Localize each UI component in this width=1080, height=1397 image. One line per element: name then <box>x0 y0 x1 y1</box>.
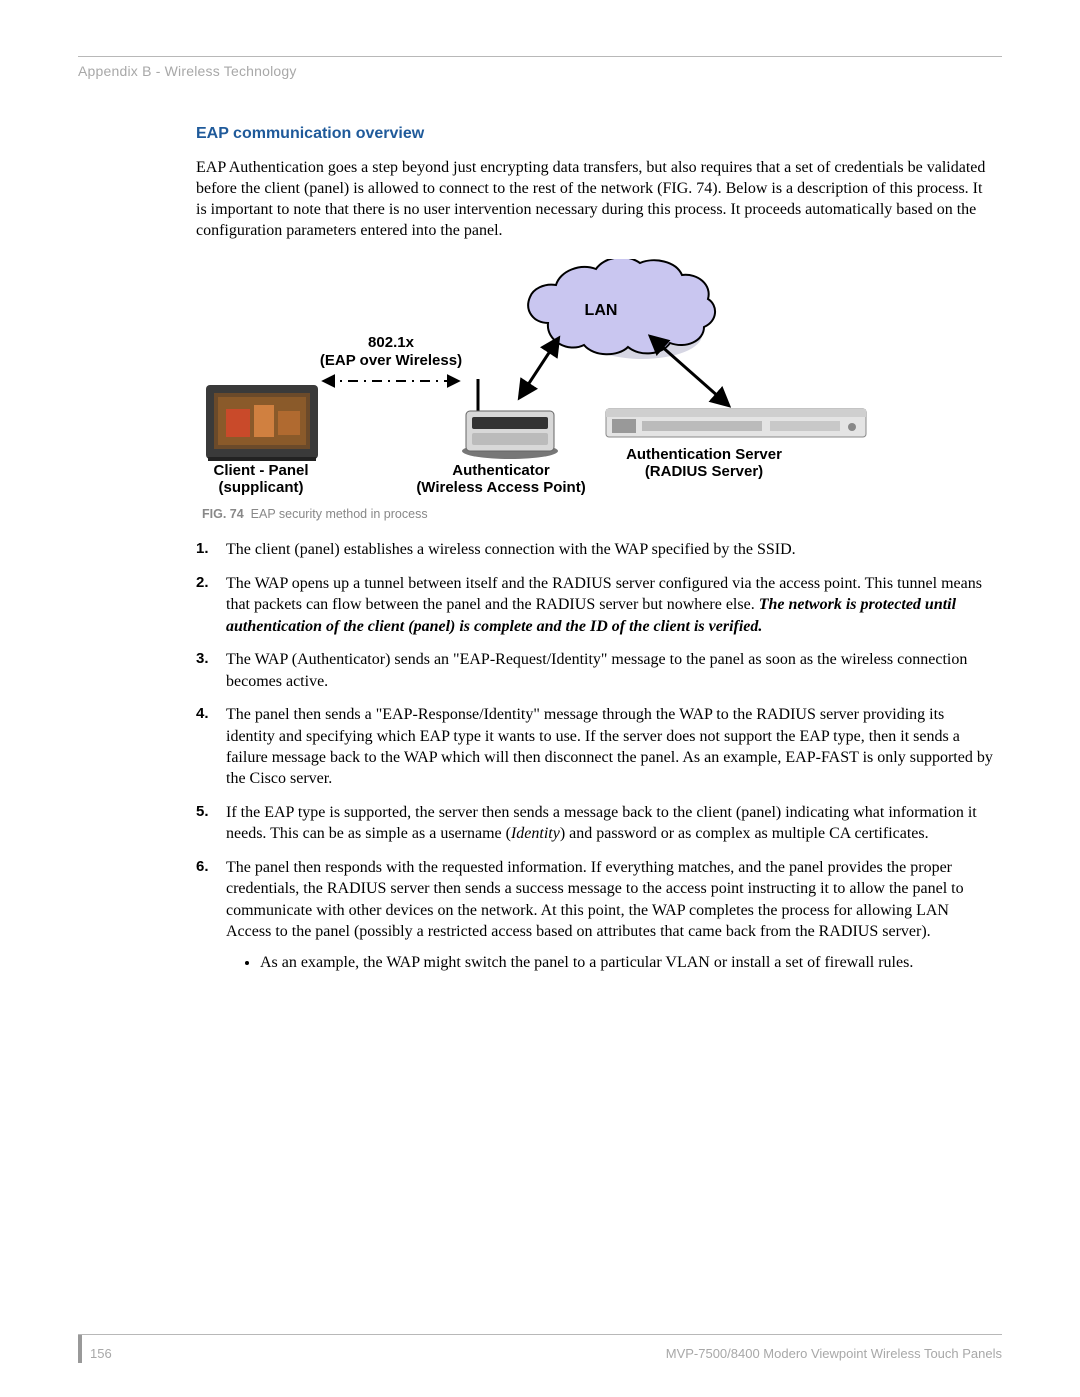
step-subitem: As an example, the WAP might switch the … <box>260 952 994 973</box>
step-item: 2. The WAP opens up a tunnel between itse… <box>196 573 994 637</box>
figure-caption: FIG. 74 EAP security method in process <box>202 507 994 521</box>
top-rule <box>78 56 1002 57</box>
page-bar <box>78 1335 82 1363</box>
svg-text:Authentication Server: Authentication Server <box>626 446 782 463</box>
step-item: 3. The WAP (Authenticator) sends an "EAP-… <box>196 649 994 692</box>
lan-label: LAN <box>585 302 618 319</box>
step-item: 6. The panel then responds with the reque… <box>196 857 994 974</box>
step-sublist: As an example, the WAP might switch the … <box>260 952 994 973</box>
appendix-header: Appendix B - Wireless Technology <box>78 63 1002 79</box>
svg-text:(Wireless Access Point): (Wireless Access Point) <box>416 479 585 496</box>
radius-server-device <box>606 409 866 437</box>
step-item: 5. If the EAP type is supported, the serv… <box>196 802 994 845</box>
authenticator-label: Authenticator (Wireless Access Point) <box>416 462 585 496</box>
intro-paragraph: EAP Authentication goes a step beyond ju… <box>196 157 994 241</box>
svg-text:Authenticator: Authenticator <box>452 462 550 479</box>
svg-text:(EAP over Wireless): (EAP over Wireless) <box>320 352 462 369</box>
step-number: 6. <box>196 857 209 877</box>
step-body: The client (panel) establishes a wireles… <box>226 541 796 558</box>
step-item: 4. The panel then sends a "EAP-Response/I… <box>196 704 994 790</box>
svg-text:802.1x: 802.1x <box>368 334 415 351</box>
page-number: 156 <box>90 1346 112 1361</box>
steps-list: 1. The client (panel) establishes a wirel… <box>196 539 994 973</box>
figure-caption-text: EAP security method in process <box>251 507 428 521</box>
protocol-label: 802.1x (EAP over Wireless) <box>320 334 462 369</box>
document-page: Appendix B - Wireless Technology EAP com… <box>0 0 1080 1397</box>
step-body: The panel then sends a "EAP-Response/Ide… <box>226 706 993 787</box>
client-panel-device <box>206 385 318 461</box>
step-body: The panel then responds with the request… <box>226 859 964 940</box>
svg-text:Client - Panel: Client - Panel <box>213 462 308 479</box>
step-body: The WAP opens up a tunnel between itself… <box>226 575 982 635</box>
step-number: 5. <box>196 802 209 822</box>
step-number: 2. <box>196 573 209 593</box>
content-area: EAP communication overview EAP Authentic… <box>196 125 994 974</box>
svg-text:(RADIUS Server): (RADIUS Server) <box>645 463 763 480</box>
step-item: 1. The client (panel) establishes a wirel… <box>196 539 994 560</box>
section-title: EAP communication overview <box>196 125 994 143</box>
figure-74: LAN 802.1x (EAP over Wireless) <box>196 259 994 499</box>
figure-number: FIG. 74 <box>202 507 244 521</box>
step-body: The WAP (Authenticator) sends an "EAP-Re… <box>226 651 967 689</box>
svg-text:(supplicant): (supplicant) <box>219 479 304 496</box>
server-label: Authentication Server (RADIUS Server) <box>626 446 782 480</box>
edge-authenticator-lan <box>520 339 558 397</box>
step-number: 4. <box>196 704 209 724</box>
step-body: If the EAP type is supported, the server… <box>226 804 977 842</box>
step-number: 1. <box>196 539 209 559</box>
step-number: 3. <box>196 649 209 669</box>
doc-title: MVP-7500/8400 Modero Viewpoint Wireless … <box>666 1346 1002 1361</box>
page-footer: 156 MVP-7500/8400 Modero Viewpoint Wirel… <box>78 1334 1002 1363</box>
eap-diagram: LAN 802.1x (EAP over Wireless) <box>196 259 876 499</box>
client-label: Client - Panel (supplicant) <box>213 462 308 496</box>
wap-device <box>462 379 558 459</box>
